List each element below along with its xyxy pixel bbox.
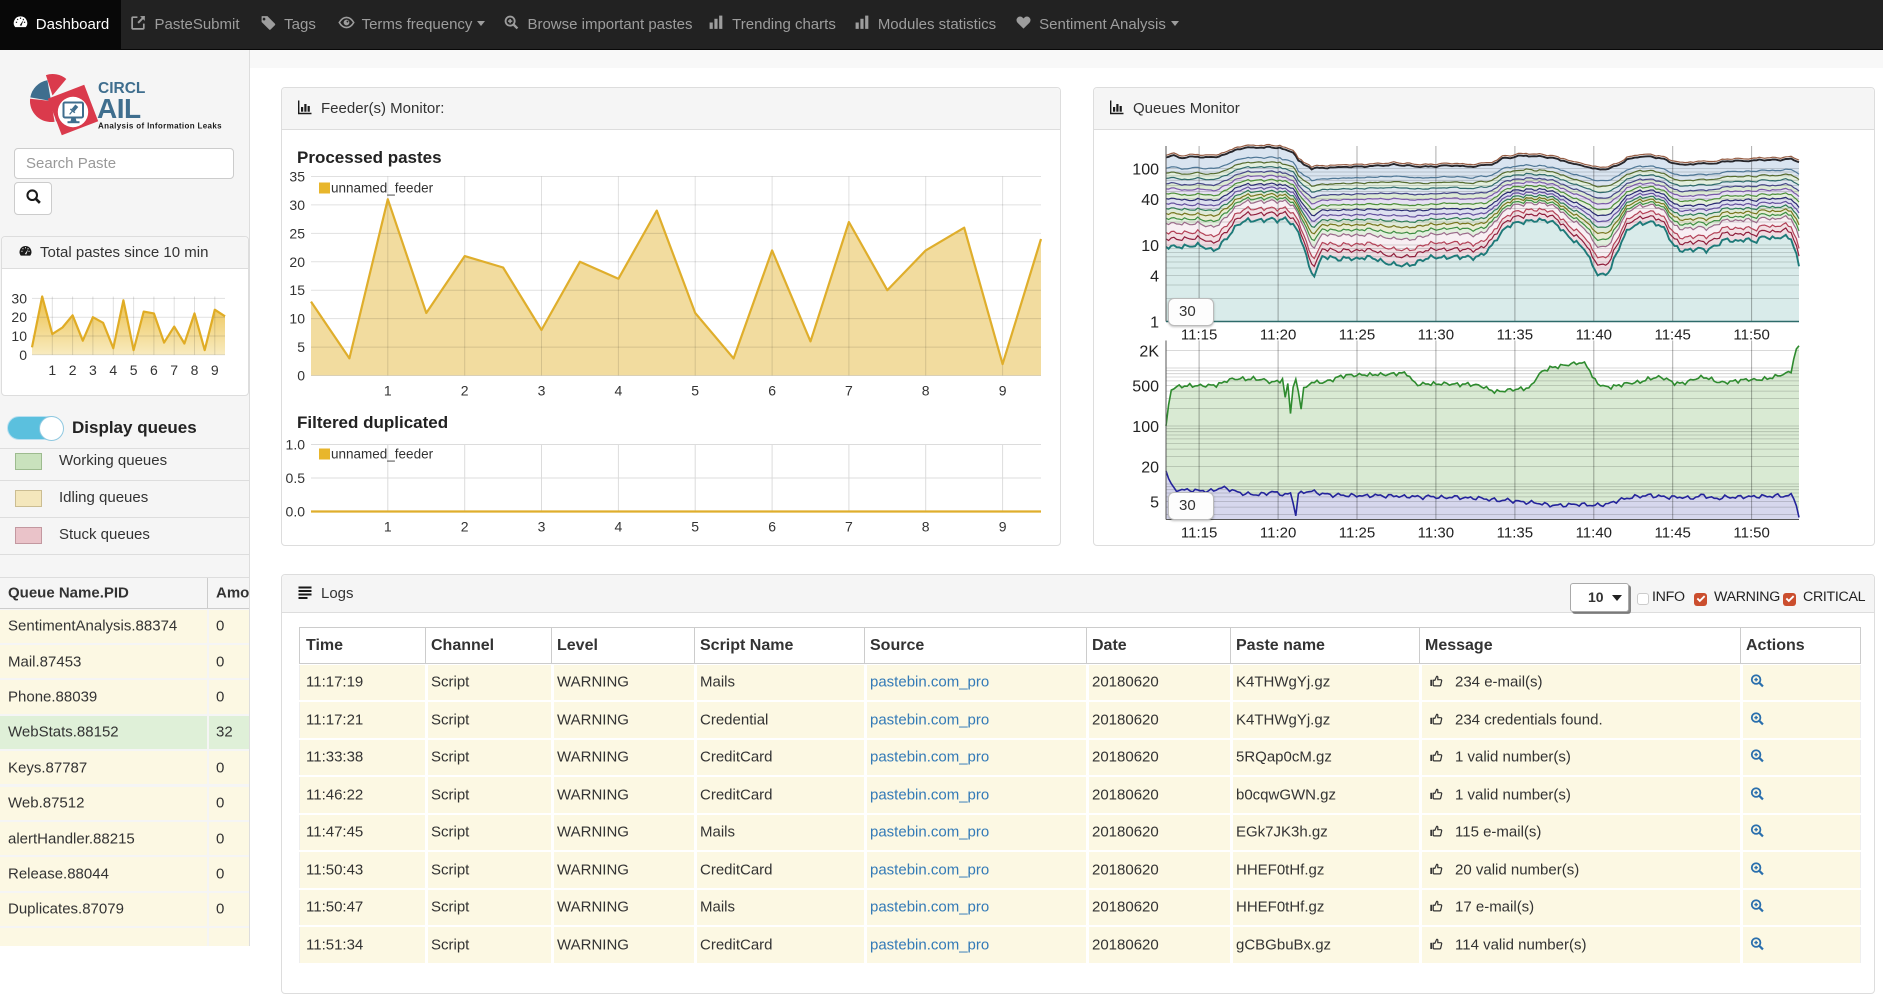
- svg-text:0.5: 0.5: [286, 470, 306, 486]
- svg-text:11:20: 11:20: [1260, 326, 1296, 343]
- svg-text:7: 7: [845, 382, 853, 398]
- svg-text:11:35: 11:35: [1497, 326, 1533, 343]
- svg-text:4: 4: [1150, 268, 1159, 285]
- svg-text:8: 8: [922, 518, 930, 534]
- svg-text:11:15: 11:15: [1181, 524, 1217, 541]
- svg-text:Analysis of Information Leaks: Analysis of Information Leaks: [98, 122, 222, 131]
- svg-text:unnamed_feeder: unnamed_feeder: [331, 446, 434, 461]
- svg-text:3: 3: [538, 382, 546, 398]
- svg-text:5: 5: [691, 382, 699, 398]
- svg-text:4: 4: [109, 362, 117, 378]
- svg-text:CIRCL: CIRCL: [98, 80, 145, 97]
- svg-text:40: 40: [1141, 191, 1159, 208]
- svg-text:11:20: 11:20: [1260, 524, 1296, 541]
- svg-text:11:25: 11:25: [1339, 524, 1375, 541]
- svg-text:11:45: 11:45: [1654, 326, 1690, 343]
- svg-text:1: 1: [384, 518, 392, 534]
- svg-text:4: 4: [615, 518, 623, 534]
- svg-text:unnamed_feeder: unnamed_feeder: [331, 180, 434, 195]
- svg-text:11:45: 11:45: [1654, 524, 1690, 541]
- svg-text:11:40: 11:40: [1576, 524, 1612, 541]
- svg-text:11:30: 11:30: [1418, 524, 1454, 541]
- svg-text:6: 6: [150, 362, 158, 378]
- svg-text:1.0: 1.0: [286, 436, 306, 452]
- svg-text:10: 10: [289, 310, 305, 326]
- svg-text:11:25: 11:25: [1339, 326, 1375, 343]
- svg-text:7: 7: [170, 362, 178, 378]
- svg-text:3: 3: [538, 518, 546, 534]
- svg-text:1: 1: [1150, 314, 1159, 331]
- svg-text:1: 1: [48, 362, 56, 378]
- svg-text:500: 500: [1132, 378, 1159, 395]
- svg-text:2: 2: [69, 362, 77, 378]
- svg-text:20: 20: [1141, 459, 1159, 476]
- svg-text:10: 10: [11, 328, 27, 344]
- svg-text:9: 9: [999, 382, 1007, 398]
- svg-text:100: 100: [1132, 419, 1159, 436]
- svg-text:AIL: AIL: [97, 93, 141, 124]
- svg-text:8: 8: [922, 382, 930, 398]
- svg-text:5: 5: [130, 362, 138, 378]
- svg-text:20: 20: [11, 309, 27, 325]
- svg-text:2: 2: [461, 382, 469, 398]
- svg-text:25: 25: [289, 225, 305, 241]
- svg-text:5: 5: [1150, 494, 1159, 511]
- svg-text:30: 30: [11, 290, 27, 306]
- svg-text:6: 6: [768, 518, 776, 534]
- svg-text:8: 8: [191, 362, 199, 378]
- svg-text:7: 7: [845, 518, 853, 534]
- svg-text:15: 15: [289, 282, 305, 298]
- svg-text:0: 0: [297, 367, 305, 383]
- svg-text:2K: 2K: [1139, 343, 1159, 360]
- svg-text:10: 10: [1141, 238, 1159, 255]
- svg-text:30: 30: [289, 196, 305, 212]
- svg-text:11:30: 11:30: [1418, 326, 1454, 343]
- svg-text:11:35: 11:35: [1497, 524, 1533, 541]
- svg-text:1: 1: [384, 382, 392, 398]
- svg-text:0: 0: [19, 347, 27, 363]
- svg-text:9: 9: [211, 362, 219, 378]
- svg-text:0.0: 0.0: [286, 503, 306, 519]
- svg-text:11:50: 11:50: [1733, 524, 1769, 541]
- svg-text:6: 6: [768, 382, 776, 398]
- svg-text:20: 20: [289, 253, 305, 269]
- svg-text:9: 9: [999, 518, 1007, 534]
- svg-text:3: 3: [89, 362, 97, 378]
- svg-text:11:40: 11:40: [1576, 326, 1612, 343]
- svg-text:5: 5: [691, 518, 699, 534]
- svg-text:11:50: 11:50: [1733, 326, 1769, 343]
- svg-text:4: 4: [615, 382, 623, 398]
- svg-text:11:15: 11:15: [1181, 326, 1217, 343]
- svg-text:100: 100: [1132, 161, 1159, 178]
- svg-text:5: 5: [297, 339, 305, 355]
- svg-text:35: 35: [289, 168, 305, 184]
- svg-text:2: 2: [461, 518, 469, 534]
